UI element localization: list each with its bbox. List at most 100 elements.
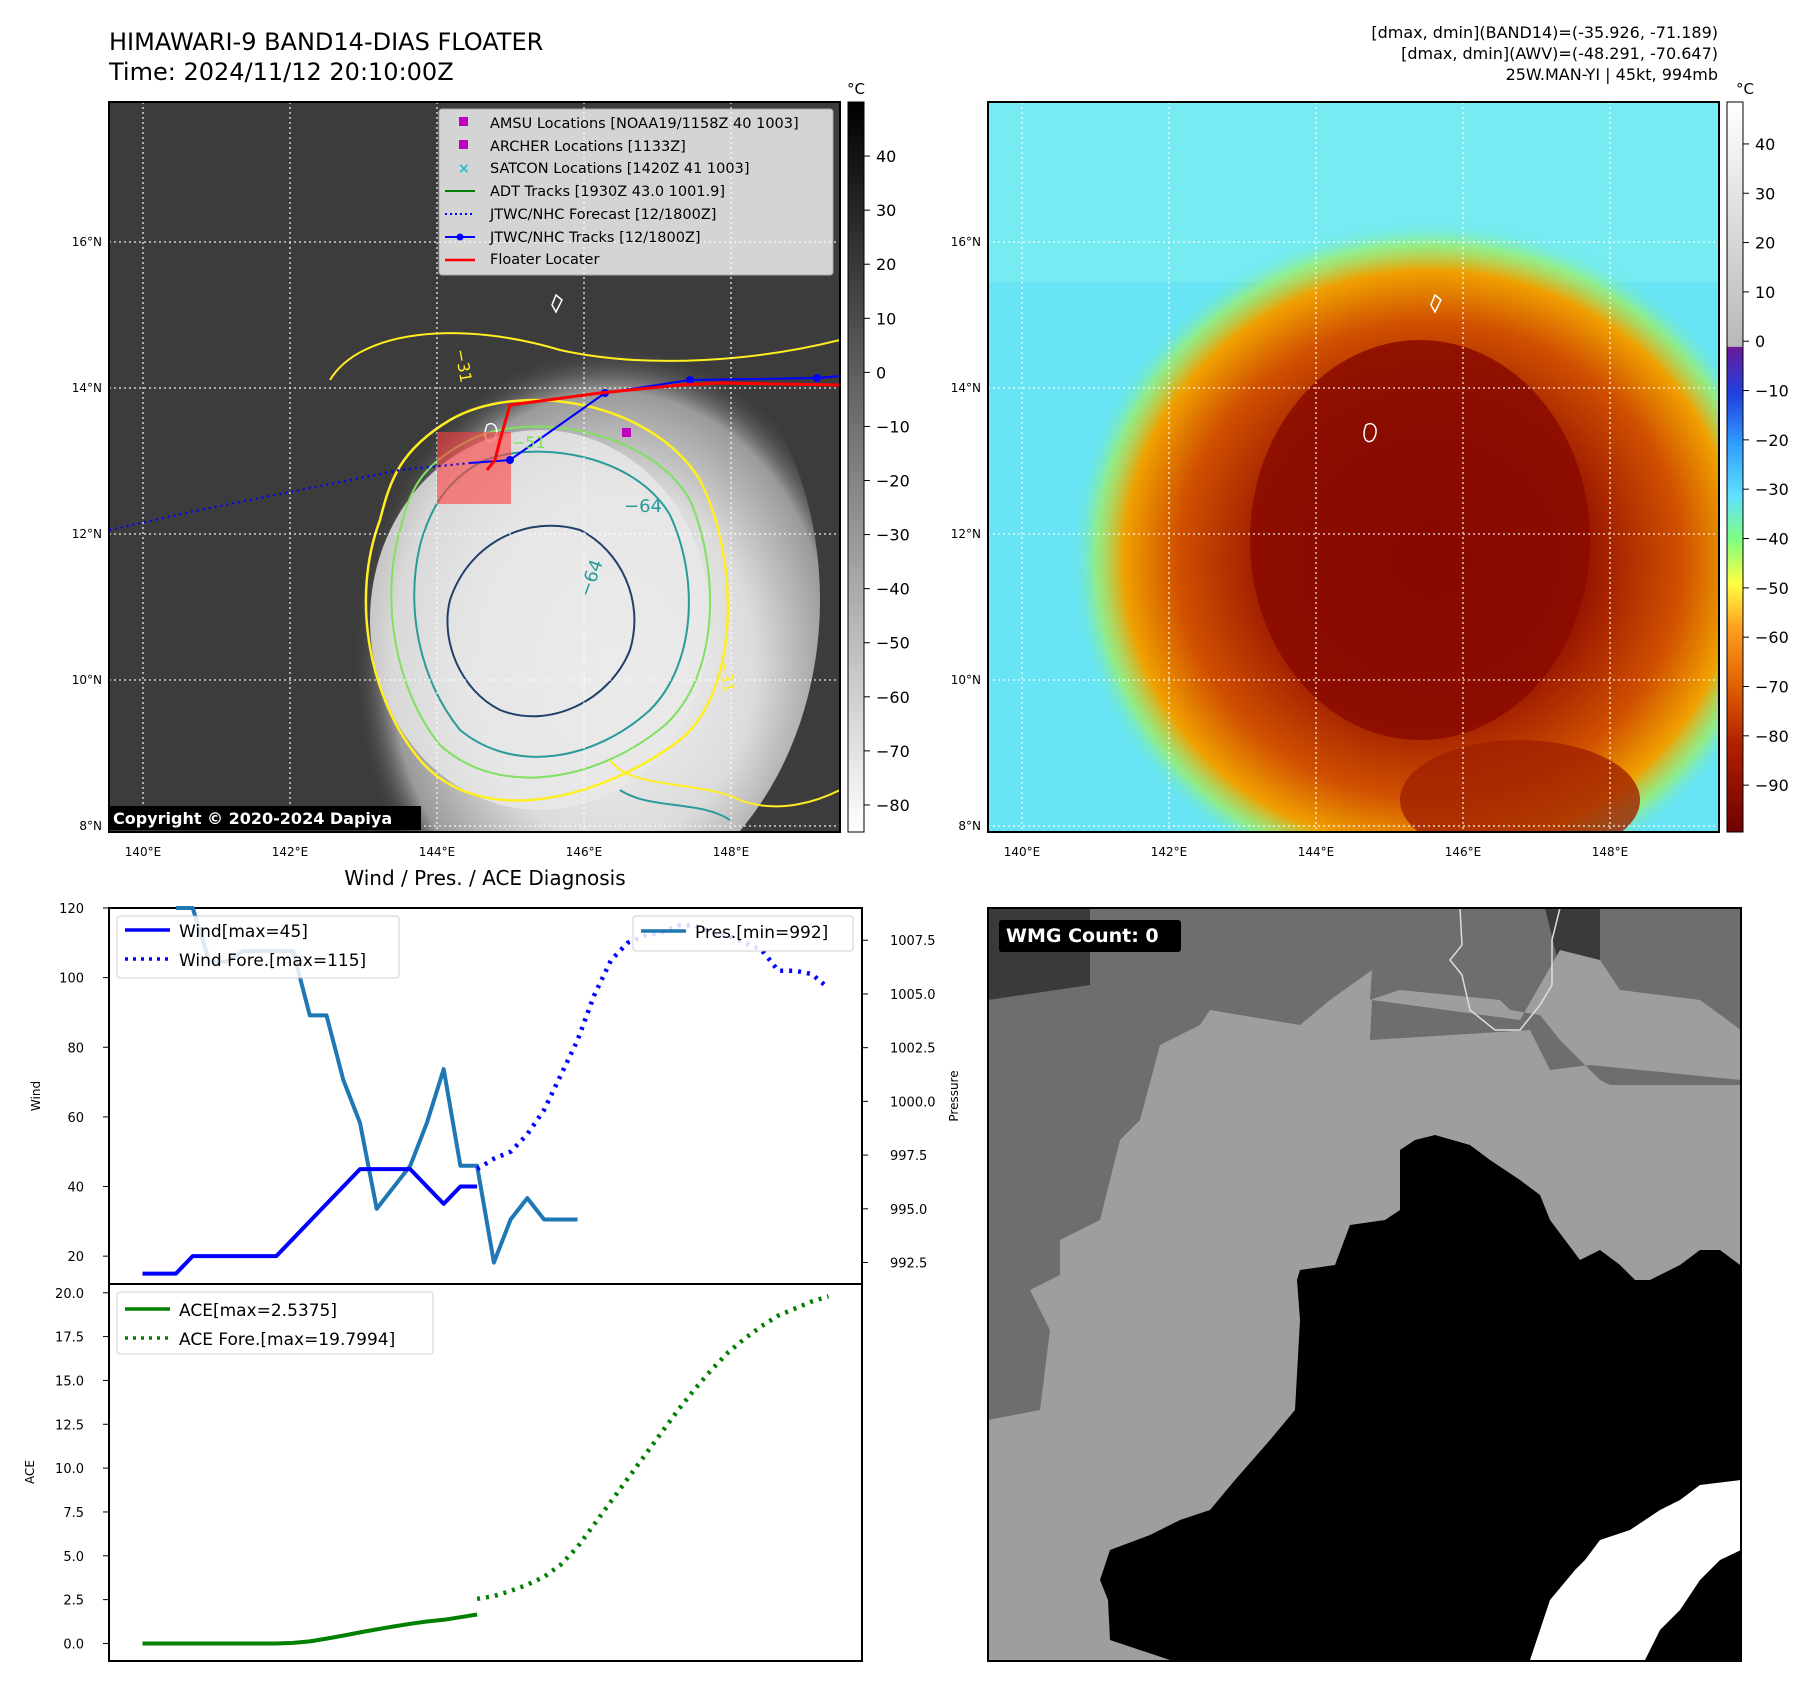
colorbar-tick-label: −50 [876,634,910,653]
colorbar-unit: °C [847,80,865,98]
wind-tick-label: 80 [67,1041,84,1056]
colorbar-tick-label: 20 [1755,234,1775,253]
colorbar-tick-label: 30 [1755,184,1775,203]
wind-pressure-chart: Wind Pressure 120 100 80 60 40 20 1007.5 1005.… [29,902,961,1285]
chart-title: Wind / Pres. / ACE Diagnosis [344,866,625,890]
pressure-tick-label: 1000.0 [890,1095,936,1110]
legend-marker [459,140,468,149]
wind-tick-label: 20 [67,1250,84,1265]
colorbar-tick-label: −70 [1755,677,1789,696]
legend-label: Pres.[min=992] [695,923,828,943]
colorbar-tick-label: 30 [876,201,896,220]
ace-tick-label: 2.5 [63,1594,84,1609]
legend-label: AMSU Locations [NOAA19/1158Z 40 1003] [490,116,799,132]
lon-label: 146°E [1445,845,1482,859]
legend-label: ACE[max=2.5375] [179,1301,337,1321]
map-legend: AMSU Locations [NOAA19/1158Z 40 1003] AR… [438,108,834,276]
colorbar-tick-label: −20 [876,472,910,491]
legend-marker: × [458,161,470,177]
colorbar-tick-label: −30 [1755,480,1789,499]
wind-axis-label: Wind [29,1081,43,1111]
lat-label: 10°N [72,673,102,687]
lon-label: 144°E [1298,845,1335,859]
ace-axis-label: ACE [23,1460,37,1484]
colorbar-tick-label: −10 [876,417,910,436]
legend-label: SATCON Locations [1420Z 41 1003] [490,161,749,177]
colorbar-tick-label: 40 [1755,135,1775,154]
colorbar-unit: °C [1736,80,1754,98]
lon-label: 148°E [1592,845,1629,859]
figure-time: Time: 2024/11/12 20:10:00Z [108,58,454,86]
legend-label: JTWC/NHC Forecast [12/1800Z] [489,207,716,223]
colorbar-tick-label: −50 [1755,579,1789,598]
contour-label: −51 [512,433,546,452]
legend-label: Wind[max=45] [179,922,308,942]
pressure-tick-label: 1002.5 [890,1042,936,1057]
ace-series-line [142,1612,478,1646]
colorbar-tick-label: 20 [876,255,896,274]
ace-tick-label: 5.0 [63,1550,84,1565]
lon-label: 144°E [419,845,456,859]
ace-tick-label: 17.5 [55,1331,84,1346]
gray-colorbar: °C 40 30 20 10 0 −10 −20 −30 −40 −50 −60 −70 −80 [847,80,910,833]
copyright-notice: Copyright © 2020-2024 Dapiya [113,809,392,828]
wind-series-line [142,1167,478,1276]
ace-tick-label: 12.5 [55,1418,84,1433]
lat-label: 8°N [958,819,981,833]
lat-label: 16°N [951,235,981,249]
lat-label: 12°N [951,527,981,541]
colorbar-tick-label: −20 [1755,431,1789,450]
colorbar-tick-label: 10 [876,309,896,328]
lat-label: 16°N [72,235,102,249]
ace-tick-label: 10.0 [55,1462,84,1477]
color-colorbar: °C 40 30 20 10 0 −10 −20 −30 −40 −50 −60 −70 −80 −90 [1726,80,1789,833]
pressure-tick-label: 1007.5 [890,934,936,949]
colorbar-tick-label: 10 [1755,283,1775,302]
colorbar-tick-label: −60 [876,688,910,707]
colorbar-tick-label: −80 [876,796,910,815]
ace-forecast-series-line [476,1294,830,1602]
pressure-tick-label: 995.0 [890,1203,927,1218]
pressure-tick-label: 992.5 [890,1257,927,1272]
pressure-tick-label: 997.5 [890,1149,927,1164]
info-storm: 25W.MAN-YI | 45kt, 994mb [1506,65,1718,84]
ir-color-map: 16°N 14°N 12°N 10°N 8°N 140°E 142°E 144°… [951,101,1720,859]
wind-tick-label: 100 [59,972,84,987]
colorbar-tick-label: −10 [1755,382,1789,401]
lon-label: 142°E [1151,845,1188,859]
wmg-count-label: WMG Count: 0 [1006,925,1159,947]
ace-tick-label: 0.0 [63,1637,84,1652]
info-band14: [dmax, dmin](BAND14)=(-35.926, -71.189) [1371,23,1718,42]
lat-label: 14°N [72,381,102,395]
pressure-axis-label: Pressure [947,1070,961,1121]
contour-label: −64 [624,496,662,517]
legend-marker [459,117,468,126]
lat-label: 8°N [79,819,102,833]
wind-tick-label: 40 [67,1181,84,1196]
legend-label: Floater Locater [490,252,599,268]
colorbar-tick-label: −30 [876,526,910,545]
legend-label: ACE Fore.[max=19.7994] [179,1330,395,1350]
colorbar-tick-label: 0 [876,363,886,382]
colorbar-tick-label: −40 [876,580,910,599]
info-awv: [dmax, dmin](AWV)=(-48.291, -70.647) [1401,44,1718,63]
lat-label: 10°N [951,673,981,687]
wind-tick-label: 120 [59,902,84,917]
legend-label: Wind Fore.[max=115] [179,951,366,971]
lat-label: 12°N [72,527,102,541]
colorbar-tick-label: −80 [1755,727,1789,746]
legend-label: JTWC/NHC Tracks [12/1800Z] [489,230,701,246]
lon-label: 146°E [566,845,603,859]
pressure-legend: Pres.[min=992] [632,915,854,952]
colorbar-tick-label: −40 [1755,530,1789,549]
ir-grayscale-map: −31 −51 −64 −64 −31 AMSU Locations [NOAA… [72,101,841,859]
legend-label: ADT Tracks [1930Z 43.0 1001.9] [490,184,725,200]
colorbar-tick-label: −60 [1755,628,1789,647]
ace-chart: ACE 20.0 17.5 15.0 12.5 10.0 7.5 5.0 2.5 0.0 ACE… [23,1283,863,1662]
ace-tick-label: 15.0 [55,1374,84,1389]
pressure-tick-label: 1005.0 [890,988,936,1003]
ace-tick-label: 7.5 [63,1506,84,1521]
colorbar-tick-label: −70 [876,742,910,761]
wind-tick-label: 60 [67,1111,84,1126]
